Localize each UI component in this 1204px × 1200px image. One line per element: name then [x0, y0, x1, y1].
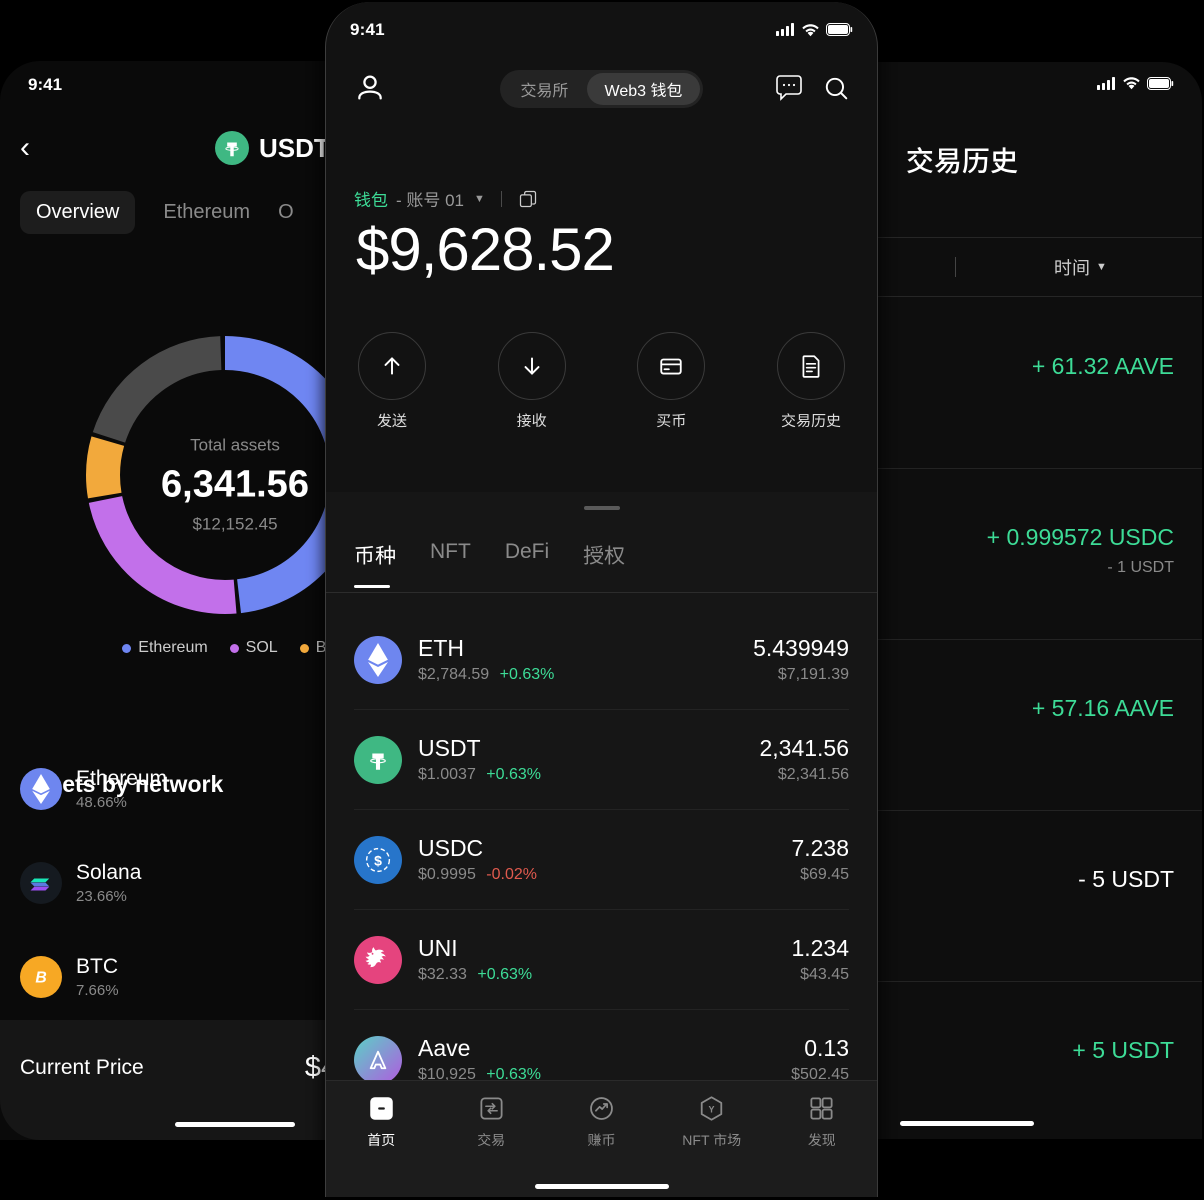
svg-text:B: B: [35, 969, 46, 986]
svg-text:Y: Y: [709, 1104, 715, 1114]
svg-text:$: $: [374, 852, 382, 868]
